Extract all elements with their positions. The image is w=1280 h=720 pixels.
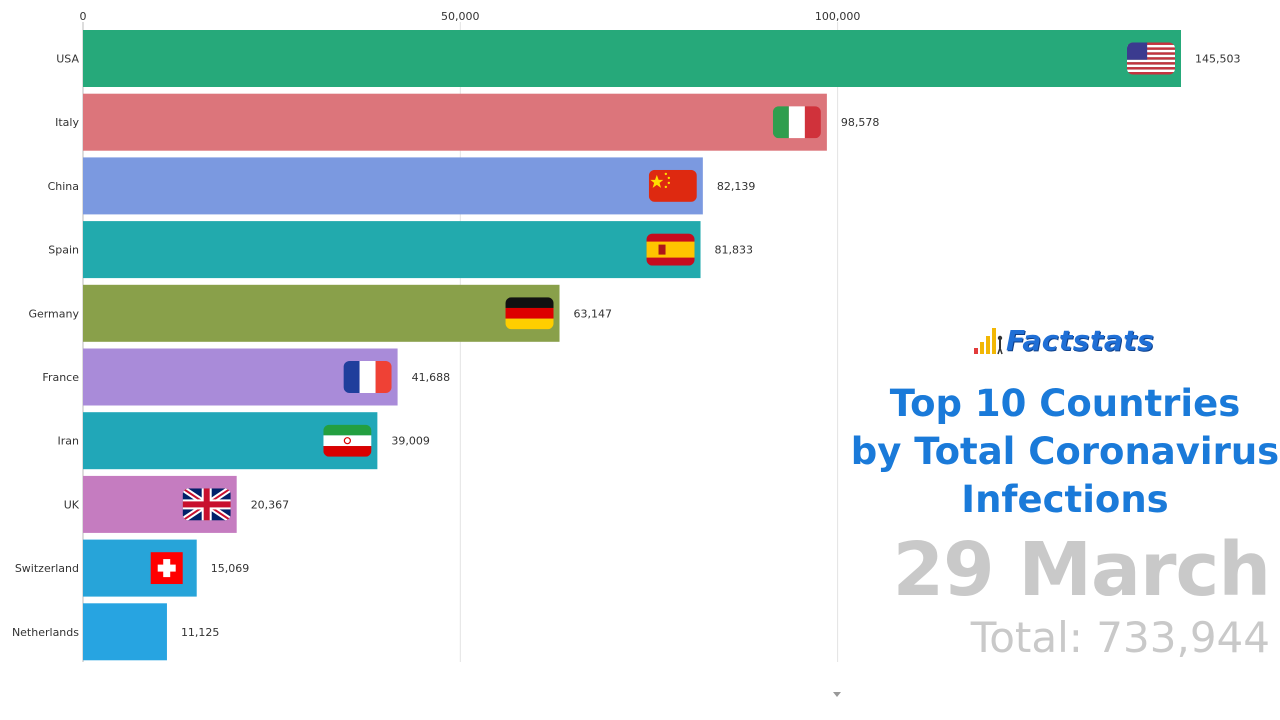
x-tick-label: 50,000 — [441, 10, 480, 23]
bar-row: France 41,688 — [42, 348, 451, 406]
bar — [83, 284, 560, 342]
category-label: USA — [56, 53, 79, 66]
category-label: Netherlands — [12, 626, 79, 639]
title-line-2: by Total Coronavirus — [850, 430, 1280, 473]
category-label: Italy — [55, 116, 79, 129]
value-label: 82,139 — [717, 180, 756, 193]
title-line-3: Infections — [961, 478, 1169, 521]
total-label: Total: 733,944 — [970, 613, 1270, 662]
bar — [83, 157, 703, 215]
bar-row: UK 20,367 — [64, 475, 290, 533]
value-label: 20,367 — [251, 498, 290, 511]
date-label: 29 March — [892, 527, 1271, 613]
brand-name: Factstats — [1006, 323, 1155, 357]
value-label: 63,147 — [574, 307, 613, 320]
spain-flag — [646, 233, 695, 266]
bar-row: Switzerland 15,069 — [15, 539, 250, 597]
title-line-1: Top 10 Countries — [889, 382, 1241, 425]
category-label: Spain — [48, 244, 79, 257]
france-flag — [343, 361, 392, 393]
bar-row: China 82,139 — [48, 157, 756, 215]
factstats-logo: Factstats — [972, 320, 1154, 360]
category-label: UK — [64, 498, 80, 511]
bar-row: Germany 63,147 — [28, 284, 613, 342]
caret-down-icon — [833, 692, 841, 697]
bar-chart-figure-icon — [972, 324, 1006, 356]
bar-row: Spain 81,833 — [48, 221, 754, 279]
category-label: France — [42, 371, 79, 384]
iran-flag — [323, 424, 372, 457]
bar-row: Netherlands 11,125 — [12, 603, 220, 661]
italy-flag — [772, 106, 821, 139]
category-label: Switzerland — [15, 562, 79, 575]
chart-title: Top 10 Countries by Total Coronavirus In… — [850, 380, 1280, 524]
switzerland-flag — [150, 552, 183, 585]
category-label: Iran — [58, 435, 80, 448]
bar-row: USA 145,503 — [56, 30, 1241, 87]
germany-flag — [505, 297, 554, 330]
x-tick-label: 100,000 — [815, 10, 861, 23]
category-label: Germany — [28, 307, 79, 320]
value-label: 81,833 — [715, 244, 754, 257]
value-label: 11,125 — [181, 626, 220, 639]
bar-row: Iran 39,009 — [58, 412, 430, 470]
china-flag — [648, 169, 697, 202]
value-label: 98,578 — [841, 116, 880, 129]
value-label: 39,009 — [391, 435, 430, 448]
bar — [83, 30, 1181, 87]
category-label: China — [48, 180, 79, 193]
value-label: 15,069 — [211, 562, 250, 575]
uk-flag — [182, 488, 231, 521]
usa-flag — [1127, 42, 1175, 75]
bar — [83, 93, 827, 151]
value-label: 145,503 — [1195, 53, 1241, 66]
value-label: 41,688 — [412, 371, 451, 384]
bar-row: Italy 98,578 — [55, 93, 880, 151]
bar — [83, 221, 701, 279]
x-tick-label: 0 — [80, 10, 87, 23]
bar — [83, 603, 167, 661]
